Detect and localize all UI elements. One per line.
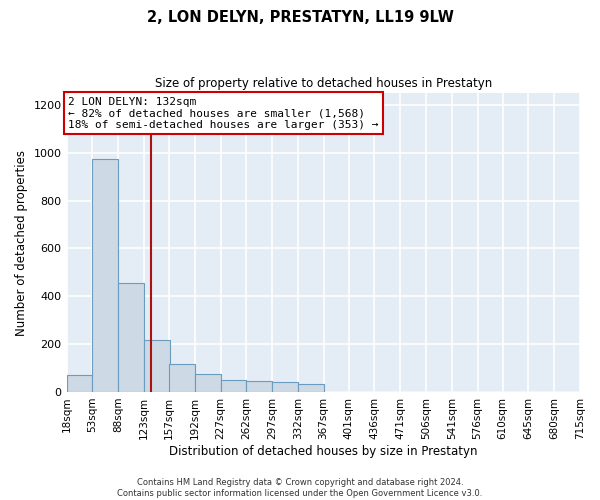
Bar: [144, 340, 170, 392]
Text: Contains HM Land Registry data © Crown copyright and database right 2024.
Contai: Contains HM Land Registry data © Crown c…: [118, 478, 482, 498]
Bar: [92, 159, 118, 392]
Bar: [272, 382, 298, 392]
Bar: [67, 374, 92, 392]
Y-axis label: Number of detached properties: Number of detached properties: [15, 150, 28, 336]
Bar: [246, 380, 272, 392]
Text: 2, LON DELYN, PRESTATYN, LL19 9LW: 2, LON DELYN, PRESTATYN, LL19 9LW: [146, 10, 454, 25]
Bar: [195, 374, 221, 392]
Bar: [169, 364, 195, 392]
Bar: [221, 380, 246, 392]
Title: Size of property relative to detached houses in Prestatyn: Size of property relative to detached ho…: [155, 78, 492, 90]
Bar: [118, 283, 144, 392]
X-axis label: Distribution of detached houses by size in Prestatyn: Distribution of detached houses by size …: [169, 444, 478, 458]
Bar: [298, 384, 323, 392]
Text: 2 LON DELYN: 132sqm
← 82% of detached houses are smaller (1,568)
18% of semi-det: 2 LON DELYN: 132sqm ← 82% of detached ho…: [68, 96, 379, 130]
